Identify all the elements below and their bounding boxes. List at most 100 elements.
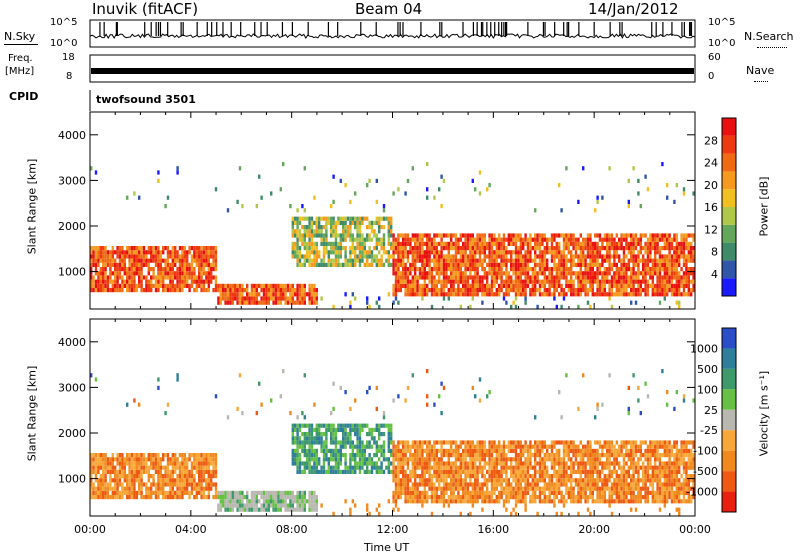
power-cell bbox=[296, 220, 299, 225]
velocity-cell bbox=[176, 457, 179, 462]
power-cell bbox=[330, 225, 333, 230]
power-cell bbox=[450, 279, 453, 284]
velocity-cell bbox=[471, 469, 474, 474]
power-cell bbox=[147, 267, 150, 272]
velocity-cell bbox=[541, 490, 544, 495]
power-cell bbox=[409, 250, 412, 255]
velocity-cell bbox=[445, 465, 448, 470]
power-cell bbox=[138, 267, 141, 272]
power-cell bbox=[584, 283, 587, 288]
power-cell bbox=[303, 225, 306, 230]
velocity-cell bbox=[342, 427, 345, 432]
power-cell bbox=[157, 170, 160, 175]
power-cell bbox=[152, 246, 155, 251]
velocity-cell bbox=[200, 486, 203, 491]
power-cell bbox=[361, 241, 364, 246]
power-cell bbox=[519, 262, 522, 267]
velocity-cell bbox=[397, 453, 400, 458]
power-cell bbox=[682, 262, 686, 267]
power-cell bbox=[442, 288, 446, 293]
power-cell bbox=[687, 258, 690, 263]
power-cell bbox=[378, 220, 381, 225]
velocity-cell bbox=[534, 469, 537, 474]
velocity-cell bbox=[308, 436, 311, 441]
velocity-cell bbox=[517, 457, 520, 462]
power-cell bbox=[313, 195, 316, 200]
velocity-cell bbox=[430, 444, 434, 449]
power-cell bbox=[474, 241, 477, 246]
velocity-cell bbox=[512, 457, 515, 462]
velocity-cell bbox=[303, 432, 306, 437]
velocity-cell bbox=[354, 453, 357, 458]
power-cell bbox=[459, 258, 462, 263]
power-cell bbox=[555, 271, 558, 276]
velocity-cell bbox=[193, 453, 196, 458]
velocity-cell bbox=[202, 461, 206, 466]
power-cell bbox=[354, 258, 357, 263]
noise-left-tick-top: 10^5 bbox=[50, 17, 78, 28]
velocity-cell bbox=[138, 478, 141, 483]
power-cell bbox=[438, 254, 441, 259]
power-cell bbox=[488, 183, 491, 188]
power-cell bbox=[584, 246, 587, 251]
power-cell bbox=[486, 271, 489, 276]
velocity-cell bbox=[385, 465, 388, 470]
power-cell bbox=[397, 233, 400, 238]
velocity-cell bbox=[368, 427, 371, 432]
power-cell bbox=[358, 262, 362, 267]
velocity-cell bbox=[519, 482, 522, 487]
velocity-cell bbox=[183, 461, 186, 466]
velocity-cell bbox=[498, 448, 501, 453]
velocity-cell bbox=[510, 474, 513, 479]
velocity-cell bbox=[366, 461, 369, 466]
velocity-cell bbox=[555, 486, 558, 491]
power-cell bbox=[102, 258, 105, 263]
power-cell bbox=[238, 283, 242, 288]
velocity-cell bbox=[162, 490, 165, 495]
power-cell bbox=[558, 283, 561, 288]
power-cell bbox=[639, 246, 642, 251]
velocity-cell bbox=[488, 453, 491, 458]
power-cell bbox=[171, 279, 174, 284]
power-cell bbox=[380, 246, 383, 251]
power-cell bbox=[634, 246, 638, 251]
power-cell bbox=[162, 275, 165, 280]
velocity-cell bbox=[322, 444, 326, 449]
velocity-cell bbox=[140, 461, 143, 466]
velocity-cell bbox=[334, 465, 338, 470]
velocity-cell bbox=[519, 469, 522, 474]
power-cell bbox=[193, 254, 196, 259]
power-cell bbox=[452, 288, 455, 293]
power-cell bbox=[644, 288, 647, 293]
power-cell bbox=[298, 216, 302, 221]
power-cell bbox=[538, 258, 542, 263]
power-cell bbox=[370, 220, 374, 225]
power-cell bbox=[622, 258, 626, 263]
power-cell bbox=[433, 258, 436, 263]
power-cell bbox=[430, 292, 434, 297]
power-cell bbox=[579, 288, 582, 293]
velocity-cell bbox=[310, 448, 314, 453]
power-cell bbox=[474, 283, 477, 288]
power-cell bbox=[608, 283, 611, 288]
power-cell bbox=[296, 237, 299, 242]
power-cell bbox=[620, 288, 623, 293]
power-cell bbox=[538, 254, 542, 259]
power-cell bbox=[524, 292, 527, 297]
power-cell bbox=[685, 237, 688, 242]
power-cell bbox=[589, 246, 592, 251]
power-cell bbox=[574, 254, 578, 259]
velocity-cell bbox=[438, 440, 441, 445]
velocity-cell bbox=[207, 457, 210, 462]
power-cell bbox=[152, 258, 155, 263]
power-cell bbox=[370, 250, 374, 255]
power-cell bbox=[262, 300, 266, 305]
velocity-cell bbox=[332, 427, 335, 432]
power-cell bbox=[102, 275, 105, 280]
power-cell bbox=[414, 292, 417, 297]
power-cell bbox=[198, 275, 201, 280]
velocity-cell bbox=[296, 423, 299, 428]
velocity-cell bbox=[440, 448, 443, 453]
velocity-cell bbox=[99, 482, 102, 487]
power-cell bbox=[435, 254, 438, 259]
